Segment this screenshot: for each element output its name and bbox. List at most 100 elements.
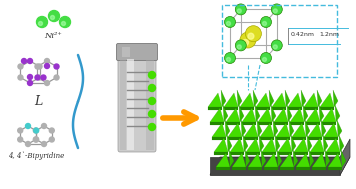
- Circle shape: [17, 127, 23, 134]
- Polygon shape: [273, 120, 278, 137]
- Polygon shape: [226, 122, 240, 125]
- Polygon shape: [271, 105, 276, 122]
- Circle shape: [17, 136, 23, 143]
- Circle shape: [225, 16, 236, 28]
- Polygon shape: [323, 135, 328, 152]
- Polygon shape: [230, 152, 244, 155]
- Polygon shape: [253, 90, 258, 107]
- Polygon shape: [240, 93, 254, 107]
- Polygon shape: [322, 108, 336, 122]
- Polygon shape: [289, 120, 294, 137]
- Polygon shape: [228, 137, 242, 140]
- Polygon shape: [320, 107, 334, 110]
- Polygon shape: [210, 122, 224, 125]
- Circle shape: [44, 58, 50, 64]
- Polygon shape: [212, 137, 226, 140]
- Circle shape: [245, 26, 261, 42]
- Polygon shape: [292, 123, 306, 137]
- Polygon shape: [276, 137, 290, 140]
- Circle shape: [36, 63, 43, 70]
- Polygon shape: [224, 93, 238, 107]
- Polygon shape: [246, 152, 260, 155]
- Polygon shape: [278, 138, 292, 152]
- Polygon shape: [256, 93, 270, 107]
- Circle shape: [27, 80, 33, 86]
- Polygon shape: [287, 105, 292, 122]
- Circle shape: [226, 22, 230, 26]
- Polygon shape: [288, 93, 302, 107]
- Polygon shape: [264, 167, 278, 170]
- Polygon shape: [324, 123, 338, 137]
- Polygon shape: [276, 123, 290, 137]
- Circle shape: [273, 45, 277, 49]
- Circle shape: [25, 141, 31, 147]
- Circle shape: [48, 11, 59, 22]
- Polygon shape: [306, 108, 320, 122]
- Circle shape: [27, 58, 33, 64]
- Polygon shape: [212, 123, 226, 137]
- Circle shape: [37, 16, 47, 28]
- Circle shape: [49, 127, 55, 134]
- Circle shape: [225, 53, 236, 64]
- Circle shape: [17, 63, 23, 70]
- Polygon shape: [294, 152, 308, 155]
- Polygon shape: [214, 152, 228, 155]
- Polygon shape: [325, 150, 330, 167]
- Circle shape: [33, 127, 39, 134]
- Circle shape: [36, 74, 43, 81]
- Polygon shape: [260, 137, 274, 140]
- Circle shape: [34, 63, 41, 70]
- Circle shape: [33, 136, 40, 143]
- Polygon shape: [310, 152, 324, 155]
- Polygon shape: [275, 135, 280, 152]
- Polygon shape: [261, 150, 266, 167]
- Polygon shape: [246, 138, 260, 152]
- Polygon shape: [280, 167, 294, 170]
- Polygon shape: [274, 108, 288, 122]
- Circle shape: [21, 58, 27, 64]
- Polygon shape: [208, 107, 222, 110]
- Polygon shape: [248, 153, 262, 167]
- Polygon shape: [312, 167, 326, 170]
- Polygon shape: [304, 93, 318, 107]
- Polygon shape: [321, 120, 326, 137]
- Polygon shape: [224, 107, 238, 110]
- Polygon shape: [244, 137, 258, 140]
- Circle shape: [262, 22, 267, 26]
- Polygon shape: [210, 108, 224, 122]
- Polygon shape: [257, 120, 262, 137]
- Circle shape: [237, 9, 241, 13]
- Polygon shape: [258, 122, 272, 125]
- Bar: [120, 59, 126, 150]
- Polygon shape: [293, 150, 298, 167]
- Polygon shape: [305, 120, 310, 137]
- Circle shape: [53, 74, 60, 81]
- Circle shape: [237, 45, 241, 49]
- Circle shape: [273, 9, 277, 13]
- Polygon shape: [225, 120, 230, 137]
- Polygon shape: [264, 153, 278, 167]
- Polygon shape: [230, 138, 244, 152]
- Polygon shape: [290, 108, 304, 122]
- Circle shape: [59, 16, 70, 28]
- Bar: [122, 47, 130, 57]
- Polygon shape: [232, 153, 246, 167]
- Circle shape: [27, 74, 33, 80]
- Polygon shape: [278, 152, 292, 155]
- Circle shape: [41, 141, 47, 147]
- Polygon shape: [223, 105, 228, 122]
- Circle shape: [271, 4, 282, 15]
- Polygon shape: [326, 138, 340, 152]
- Polygon shape: [258, 108, 272, 122]
- Circle shape: [262, 57, 267, 61]
- Circle shape: [240, 32, 256, 48]
- Circle shape: [25, 123, 31, 129]
- Circle shape: [148, 71, 156, 78]
- Polygon shape: [241, 120, 246, 137]
- Text: Ni²⁺: Ni²⁺: [44, 32, 62, 40]
- Polygon shape: [226, 108, 240, 122]
- Text: 4, 4`-Bipyridine: 4, 4`-Bipyridine: [8, 152, 64, 160]
- Polygon shape: [229, 150, 234, 167]
- Polygon shape: [256, 107, 270, 110]
- Polygon shape: [210, 157, 350, 175]
